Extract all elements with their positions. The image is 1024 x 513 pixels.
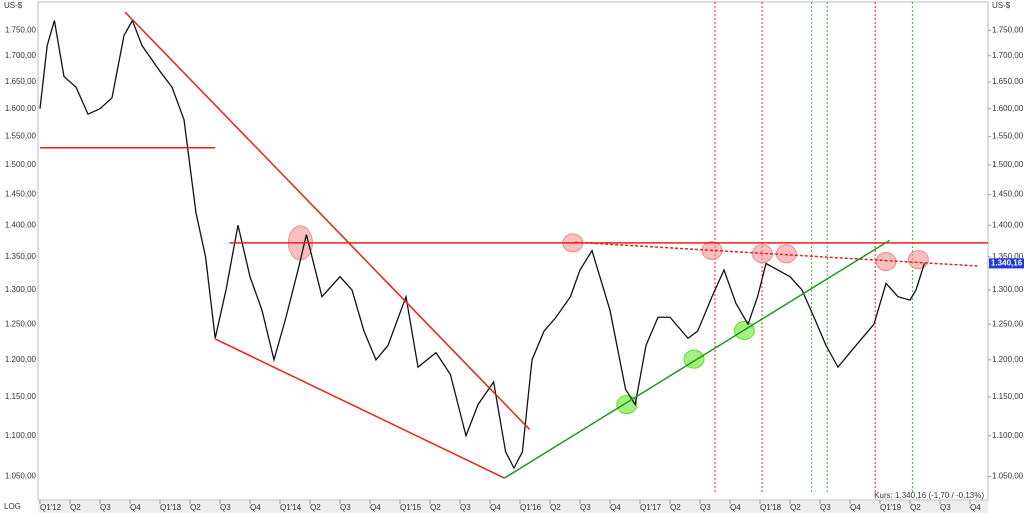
y-tick-label: 1.400,00 bbox=[5, 220, 37, 229]
y-tick-label: 1.100,00 bbox=[5, 431, 37, 440]
x-tick-label: Q4 bbox=[970, 503, 981, 512]
y-tick-label: 1.600,00 bbox=[5, 104, 37, 113]
y-tick-label-right: 1.300,00 bbox=[992, 285, 1024, 294]
x-tick-label: Q3 bbox=[220, 503, 231, 512]
x-tick-label: Q4 bbox=[490, 503, 501, 512]
x-tick-label: Q4 bbox=[370, 503, 381, 512]
y-tick-label-right: 1.200,00 bbox=[992, 355, 1024, 364]
x-tick-label: Q4 bbox=[130, 503, 141, 512]
x-tick-label: Q1'12 bbox=[40, 503, 62, 512]
y-tick-label: 1.250,00 bbox=[5, 319, 37, 328]
x-tick-label: Q4 bbox=[850, 503, 861, 512]
x-tick-label: Q4 bbox=[610, 503, 621, 512]
y-tick-label: 1.050,00 bbox=[5, 472, 37, 481]
plot-frame bbox=[37, 1, 989, 501]
x-tick-label: Q2 bbox=[550, 503, 561, 512]
y-tick-label-right: 1.450,00 bbox=[992, 190, 1024, 199]
x-tick-label: Q3 bbox=[100, 503, 111, 512]
y-tick-label-right: 1.400,00 bbox=[992, 220, 1024, 229]
y-tick-label-right: 1.150,00 bbox=[992, 392, 1024, 401]
highlight bbox=[875, 252, 897, 272]
y-tick-label-right: 1.050,00 bbox=[992, 472, 1024, 481]
y-tick-label: 1.650,00 bbox=[5, 77, 37, 86]
y-tick-label: 1.750,00 bbox=[5, 26, 37, 35]
x-tick-label: Q2 bbox=[670, 503, 681, 512]
x-tick-label: Q4 bbox=[250, 503, 261, 512]
trendline bbox=[575, 241, 980, 267]
y-tick-label: 1.450,00 bbox=[5, 190, 37, 199]
x-tick-label: Q3 bbox=[700, 503, 711, 512]
price-line bbox=[39, 19, 926, 470]
x-tick-label: Q2 bbox=[430, 503, 441, 512]
x-tick-label: Q3 bbox=[340, 503, 351, 512]
x-tick-label: Q1'19 bbox=[880, 503, 902, 512]
x-tick-label: Q3 bbox=[460, 503, 471, 512]
x-tick-label: Q4 bbox=[730, 503, 741, 512]
x-tick-label: Q1'13 bbox=[160, 503, 182, 512]
y-tick-label: 1.300,00 bbox=[5, 285, 37, 294]
x-tick-label: Q2 bbox=[790, 503, 801, 512]
y-tick-label: 1.150,00 bbox=[5, 392, 37, 401]
price-tag bbox=[989, 258, 1024, 269]
y-tick-label-right: 1.650,00 bbox=[992, 77, 1024, 86]
x-tick-label: Q2 bbox=[70, 503, 81, 512]
x-tick-label: Q1'15 bbox=[400, 503, 422, 512]
y-tick-label-right: 1.600,00 bbox=[992, 104, 1024, 113]
scale-note: LOG bbox=[4, 502, 21, 511]
trendline bbox=[214, 338, 505, 479]
x-tick-label: Q3 bbox=[940, 503, 951, 512]
y-tick-label-right: 1.750,00 bbox=[992, 26, 1024, 35]
highlight bbox=[907, 250, 929, 270]
y-tick-label-right: 1.550,00 bbox=[992, 132, 1024, 141]
y-tick-label: 1.200,00 bbox=[5, 355, 37, 364]
x-tick-label: Q1'17 bbox=[640, 503, 662, 512]
trendline bbox=[124, 11, 531, 430]
x-tick-label: Q3 bbox=[580, 503, 591, 512]
x-tick-label: Q2 bbox=[190, 503, 201, 512]
y-tick-label-right: 1.350,00 bbox=[992, 252, 1024, 261]
trendline bbox=[504, 239, 890, 479]
y-tick-label-right: 1.500,00 bbox=[992, 160, 1024, 169]
y-tick-label-right: 1.700,00 bbox=[992, 51, 1024, 60]
x-axis-band bbox=[38, 501, 988, 513]
y-tick-label-right: 1.100,00 bbox=[992, 431, 1024, 440]
x-tick-label: Q3 bbox=[820, 503, 831, 512]
x-tick-label: Q2 bbox=[310, 503, 321, 512]
unit-left: US-$ bbox=[4, 1, 23, 10]
x-tick-label: Q1'14 bbox=[280, 503, 302, 512]
x-tick-label: Q1'16 bbox=[520, 503, 542, 512]
highlight bbox=[775, 244, 797, 264]
y-tick-label: 1.350,00 bbox=[5, 252, 37, 261]
y-tick-label: 1.700,00 bbox=[5, 51, 37, 60]
x-tick-label: Q1'18 bbox=[760, 503, 782, 512]
annotation: Kurs: 1.340,16 (-1,70 / -0,13%) bbox=[874, 491, 984, 500]
y-tick-label-right: 1.250,00 bbox=[992, 319, 1024, 328]
y-tick-label: 1.500,00 bbox=[5, 160, 37, 169]
x-tick-label: Q2 bbox=[910, 503, 921, 512]
y-tick-label: 1.550,00 bbox=[5, 132, 37, 141]
price-tag-label: 1.340,16 bbox=[991, 259, 1023, 268]
unit-right: US-$ bbox=[992, 1, 1011, 10]
